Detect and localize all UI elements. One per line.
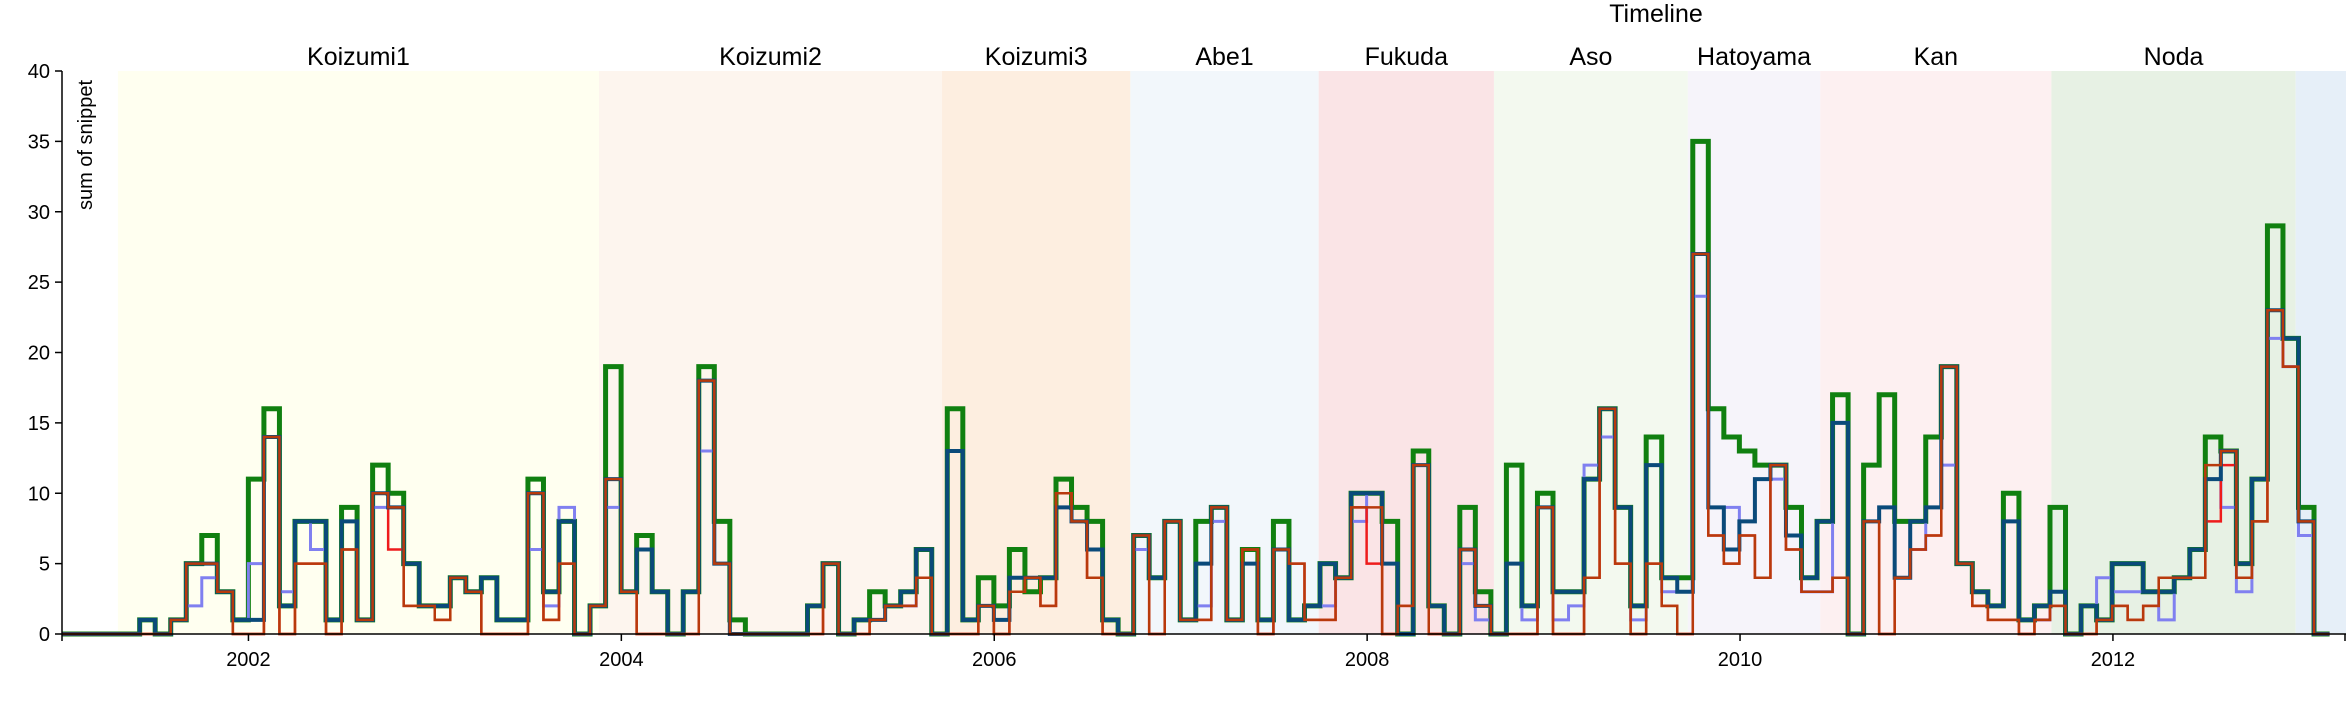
x-tick-label: 2012 (2091, 649, 2136, 671)
era-band (942, 71, 1131, 634)
x-tick-label: 2002 (226, 649, 271, 671)
era-band (1318, 71, 1494, 634)
era-label: Koizumi2 (719, 43, 822, 71)
era-label: Fukuda (1365, 43, 1448, 71)
era-band (1820, 71, 2052, 634)
chart-title: Timeline (1609, 0, 1703, 28)
era-bands (117, 71, 2346, 634)
y-tick-label: 35 (28, 131, 50, 153)
era-label: Koizumi1 (307, 43, 410, 71)
era-label: Koizumi3 (985, 43, 1088, 71)
x-tick-label: 2006 (972, 649, 1017, 671)
series-line (62, 252, 2330, 636)
era-label: Abe1 (1195, 43, 1253, 71)
era-label: Hatoyama (1697, 43, 1811, 71)
era-labels: Koizumi1 Koizumi2 Koizumi3 Abe1 Fukuda Aso Hat… (307, 43, 2203, 71)
y-tick-label: 25 (28, 272, 50, 294)
y-tick-label: 30 (28, 202, 50, 224)
era-band (2295, 71, 2346, 634)
era-label: Aso (1569, 43, 1612, 71)
era-band (598, 71, 943, 634)
era-label: Kan (1914, 43, 1958, 71)
y-tick-label: 20 (28, 343, 50, 365)
y-tick-label: 0 (39, 624, 50, 646)
era-label: Noda (2144, 43, 2204, 71)
axes: 0 5 10 15 20 25 30 35 40 2002 2004 2006 2008 2010 2012 (28, 61, 2346, 671)
x-tick-label: 2008 (1345, 649, 1390, 671)
x-tick-label: 2004 (599, 649, 644, 671)
era-band (1493, 71, 1688, 634)
y-axis-title: sum of snippet (75, 80, 97, 211)
era-band (2051, 71, 2296, 634)
x-tick-label: 2010 (1718, 649, 1763, 671)
series-lines (62, 138, 2330, 637)
y-tick-label: 15 (28, 413, 50, 435)
y-tick-label: 40 (28, 61, 50, 83)
y-tick-label: 10 (28, 483, 50, 505)
y-tick-label: 5 (39, 554, 50, 576)
